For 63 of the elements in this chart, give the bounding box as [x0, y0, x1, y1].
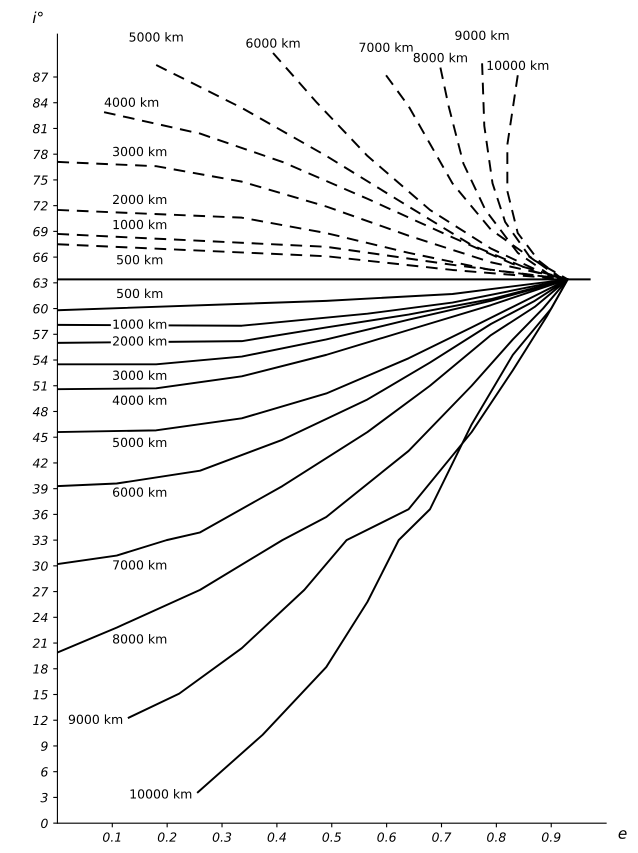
y-tick-label: 30 [32, 561, 48, 571]
y-tick-label: 87 [32, 72, 48, 82]
y-tick-label: 66 [33, 252, 48, 262]
y-tick-label: 57 [32, 330, 48, 340]
y-tick-label: 51 [32, 381, 46, 391]
y-tick-label: 27 [32, 587, 48, 596]
series-label: 500 km [117, 288, 162, 298]
series-label: 10000 km [130, 789, 192, 799]
x-tick-label: 0.9 [542, 832, 560, 842]
y-tick-label: 21 [32, 638, 46, 648]
x-tick-label: 0.6 [377, 832, 396, 842]
series-label: 6000 km [246, 38, 300, 48]
y-tick-label: 69 [33, 226, 48, 236]
y-tick-label: 24 [32, 612, 48, 622]
x-tick-label: 0.3 [212, 832, 232, 842]
y-tick-label: 9 [40, 741, 48, 751]
series-label: 10000 km [488, 60, 548, 70]
series-label: 8000 km [112, 634, 166, 644]
legend-label: 9000 km [68, 714, 122, 724]
series-label: 1000 km [113, 319, 166, 329]
series-label: 8000 km [414, 52, 467, 62]
y-tick-label: 60 [33, 304, 48, 314]
series-label: 1000 km [113, 220, 166, 230]
y-tick-label: 18 [33, 664, 48, 674]
x-tick-label: 0.8 [487, 832, 506, 842]
series-label: 3000 km [113, 146, 166, 156]
y-tick-label: 3 [40, 792, 48, 802]
y-tick-label: 54 [32, 356, 48, 365]
y-tick-label: 84 [32, 98, 48, 108]
y-tick-label: 72 [34, 201, 48, 210]
y-tick-label: 33 [32, 536, 48, 546]
y-tick-label: 81 [32, 124, 46, 134]
series-label: 5000 km [113, 437, 166, 448]
y-tick-label: 48 [32, 406, 48, 416]
y-axis-title: i° [32, 11, 43, 24]
text: 5000 km [130, 32, 183, 42]
y-tick-label: 63 [33, 278, 48, 288]
y-tick-label: 45 [32, 432, 48, 442]
y-tick-label: 42 [32, 458, 48, 468]
series-label: 2000 km [113, 336, 166, 346]
y-tick-label: 12 [33, 716, 48, 725]
series-label: 500 km [117, 254, 162, 264]
series-label: 3000 km [113, 370, 166, 380]
text: 9000 km [455, 30, 509, 40]
text: 7000 km [360, 42, 413, 52]
series-label: 7000 km [113, 560, 166, 570]
series-label: 4000 km [104, 97, 158, 107]
x-axis-title: e [618, 830, 627, 839]
y-tick-label: 36 [32, 510, 48, 520]
x-tick-label: 0.4 [268, 832, 286, 842]
x-tick-label: 0.2 [158, 832, 176, 842]
y-tick-label: 75 [34, 176, 48, 185]
y-tick-label: 39 [32, 484, 48, 494]
x-tick-label: 0.5 [322, 832, 342, 842]
x-tick-label: 0.7 [432, 832, 452, 842]
series-label: 6000 km [112, 487, 166, 497]
y-tick-label: 0 [41, 818, 48, 828]
x-tick-label: 0.1 [102, 832, 120, 842]
y-tick-label: 78 [34, 150, 48, 160]
series-label: 4000 km [112, 395, 166, 405]
y-tick-label: 15 [33, 690, 48, 700]
series-label: 2000 km [113, 194, 166, 204]
y-tick-label: 6 [41, 767, 48, 777]
